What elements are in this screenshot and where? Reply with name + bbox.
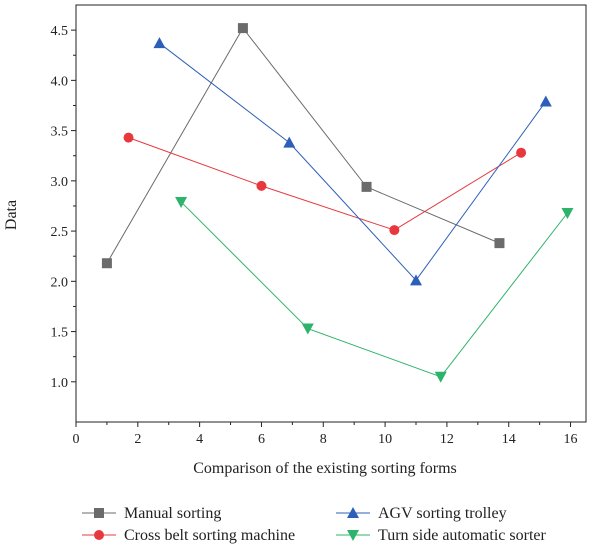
- legend-marker: [347, 507, 359, 518]
- x-tick-label: 12: [440, 432, 454, 447]
- data-point: [123, 132, 134, 143]
- legend-label: Manual sorting: [124, 505, 221, 522]
- series-line: [106, 27, 500, 264]
- y-tick-label: 3.0: [51, 175, 69, 190]
- x-tick-label: 14: [502, 432, 516, 447]
- plot-area-border: [75, 4, 587, 423]
- data-point: [539, 95, 552, 107]
- axis-ticks: 0 2 4 6 8 10 12 14 16 1.0 1.5 2.0 2.5 3.0 3.5 4.0 4.5: [51, 24, 578, 447]
- series-line: [128, 137, 522, 231]
- x-tick-label: 2: [134, 432, 141, 447]
- legend-label: AGV sorting trolley: [378, 505, 507, 522]
- data-point: [237, 23, 248, 34]
- series-layer: [101, 23, 574, 383]
- y-tick-label: 1.5: [51, 326, 69, 341]
- y-tick-label: 1.0: [51, 376, 69, 391]
- x-tick-label: 10: [378, 432, 392, 447]
- legend-item-4: Turn side automatic sorter: [336, 527, 547, 544]
- x-tick-label: 0: [73, 432, 80, 447]
- legend-item-3: AGV sorting trolley: [336, 505, 507, 522]
- series-4: [175, 196, 574, 383]
- y-tick-label: 4.5: [51, 24, 69, 39]
- data-point: [410, 274, 422, 286]
- data-point: [153, 37, 166, 49]
- series-3: [153, 37, 552, 286]
- y-axis-title: Data: [3, 200, 20, 230]
- data-point: [561, 207, 574, 219]
- legend-marker: [94, 508, 104, 518]
- y-tick-label: 3.5: [51, 125, 69, 140]
- y-tick-label: 4.0: [51, 74, 69, 89]
- legend-label: Turn side automatic sorter: [378, 527, 547, 544]
- x-tick-label: 8: [320, 432, 327, 447]
- plot-frame: [75, 4, 587, 423]
- data-point: [389, 225, 400, 236]
- data-point: [494, 238, 505, 249]
- legend-label: Cross belt sorting machine: [124, 527, 295, 544]
- series-2: [123, 132, 527, 236]
- legend-marker: [347, 530, 359, 541]
- legend-item-2: Cross belt sorting machine: [82, 527, 295, 544]
- data-point: [434, 371, 447, 383]
- x-tick-label: 6: [258, 432, 265, 447]
- data-point: [256, 180, 267, 191]
- data-point: [516, 147, 527, 158]
- legend: Manual sorting Cross belt sorting machine…: [82, 505, 547, 544]
- data-point: [175, 196, 188, 208]
- legend-item-1: Manual sorting: [82, 505, 221, 522]
- y-tick-label: 2.0: [51, 275, 69, 290]
- legend-marker: [94, 530, 104, 540]
- data-point: [283, 136, 296, 148]
- series-line: [180, 201, 568, 378]
- series-line: [159, 42, 547, 282]
- x-axis-title: Comparison of the existing sorting forms: [193, 460, 457, 477]
- data-point: [301, 323, 314, 335]
- data-point: [101, 258, 112, 269]
- series-1: [101, 23, 505, 269]
- x-tick-label: 4: [196, 432, 203, 447]
- x-tick-label: 16: [564, 432, 578, 447]
- y-tick-label: 2.5: [51, 225, 69, 240]
- data-point: [361, 181, 372, 192]
